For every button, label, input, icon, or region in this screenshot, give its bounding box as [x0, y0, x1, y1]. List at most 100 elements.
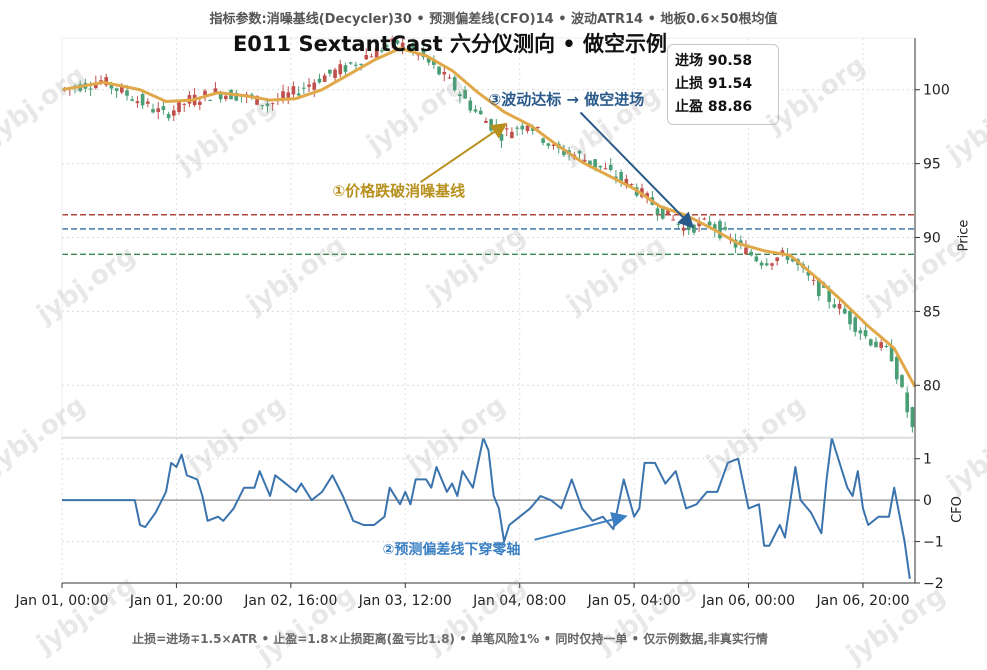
candle-body — [832, 304, 837, 308]
candle-body — [499, 134, 504, 141]
candle-body — [806, 271, 811, 276]
candle-body — [255, 95, 259, 105]
candle-body — [582, 159, 587, 162]
candle-body — [874, 341, 878, 348]
candle-body — [390, 38, 395, 42]
candle-body — [411, 43, 415, 51]
candle-body — [395, 40, 400, 44]
candle-body — [473, 109, 478, 112]
candle-body — [119, 86, 124, 93]
candle-body — [702, 218, 707, 220]
annotation-2-text: ②预测偏差线下穿零轴 — [382, 541, 520, 558]
candle-body — [712, 224, 717, 231]
price-tick-label: 85 — [923, 304, 941, 320]
chart-subtitle: 指标参数:消噪基线(Decycler)30 • 预测偏差线(CFO)14 • 波… — [209, 12, 778, 27]
candle-body — [374, 47, 379, 58]
candle-body — [421, 49, 426, 58]
candle-body — [697, 221, 701, 227]
candle-body — [863, 330, 868, 337]
candle-body — [317, 78, 322, 83]
candle-body — [853, 317, 858, 332]
candle-body — [426, 57, 431, 63]
candle-body — [718, 221, 722, 239]
candle-body — [328, 69, 332, 74]
candle-body — [145, 101, 150, 104]
trade-levels — [62, 214, 915, 256]
candle-body — [619, 172, 623, 182]
x-tick-label: Jan 06, 00:00 — [701, 593, 795, 609]
price-tick-label: 90 — [923, 231, 941, 247]
candle-body — [546, 143, 551, 146]
cfo-series — [62, 437, 911, 579]
candle-body — [588, 160, 592, 166]
candle-body — [759, 262, 764, 266]
candle-body — [629, 184, 634, 186]
candle-body — [614, 176, 618, 179]
candle-body — [879, 342, 884, 348]
candle-body — [307, 84, 311, 87]
candle-body — [900, 375, 904, 388]
candle-body — [385, 45, 389, 47]
candle-body — [224, 95, 228, 100]
candle-body — [458, 94, 462, 97]
candle-body — [624, 178, 629, 185]
candle-body — [478, 110, 483, 115]
candle-body — [494, 126, 499, 128]
x-tick-label: Jan 02, 16:00 — [243, 593, 337, 609]
footer-note: 止损=进场∓1.5×ATR • 止盈=1.8×止损距离(盈亏比1.8) • 单笔… — [132, 632, 768, 646]
candle-body — [671, 219, 675, 221]
candle-body — [692, 224, 696, 233]
cfo-tick-label: −1 — [923, 535, 944, 551]
candle-body — [442, 71, 447, 75]
candle-body — [577, 151, 582, 154]
candle-body — [536, 126, 540, 128]
annotation-3-text: ③波动达标 → 做空进场 — [489, 91, 645, 109]
candle-body — [380, 50, 384, 52]
candle-body — [161, 106, 166, 111]
candle-body — [593, 159, 597, 168]
candle-body — [837, 303, 842, 309]
candle-body — [520, 125, 525, 130]
x-tick-label: Jan 04, 08:00 — [472, 593, 566, 609]
cfo-tick-label: −2 — [923, 576, 944, 592]
x-tick-label: Jan 01, 20:00 — [129, 593, 223, 609]
candle-body — [302, 87, 306, 89]
candle-body — [172, 110, 176, 116]
candle-body — [270, 103, 275, 105]
decycler-series — [61, 46, 917, 388]
candle-body — [437, 66, 441, 75]
candle-body — [125, 90, 129, 96]
candle-body — [764, 263, 769, 266]
candle-body — [827, 290, 832, 302]
candle-body — [151, 109, 155, 113]
candle-body — [541, 138, 545, 143]
candle-body — [770, 263, 774, 266]
candle-body — [848, 310, 852, 325]
annotation-2-arrow — [534, 511, 628, 541]
price-tick-label: 100 — [923, 83, 950, 99]
annotation-3-arrow — [579, 111, 695, 229]
x-tick-label: Jan 03, 12:00 — [358, 593, 452, 609]
candle-body — [608, 164, 613, 170]
candle-body — [775, 257, 779, 262]
candle-body — [400, 42, 405, 48]
price-tick-label: 80 — [923, 378, 941, 394]
candle-body — [603, 168, 608, 170]
candle-body — [213, 88, 218, 94]
candle-body — [515, 127, 519, 129]
candle-body — [203, 90, 207, 95]
candle-body — [504, 128, 509, 130]
candle-body — [463, 89, 467, 99]
candle-body — [432, 59, 436, 65]
cfo-tick-label: 0 — [923, 493, 932, 509]
candle-body — [354, 64, 358, 66]
candle-body — [265, 103, 270, 107]
candle-body — [260, 105, 265, 107]
candle-body — [177, 99, 181, 113]
chart-title: E011 SextantCast 六分仪测向 • 做空示例 — [232, 32, 668, 56]
candle-body — [489, 119, 493, 131]
candle-body — [338, 64, 343, 75]
candle-body — [676, 223, 681, 225]
candle-body — [322, 75, 327, 82]
candle-body — [447, 77, 452, 79]
